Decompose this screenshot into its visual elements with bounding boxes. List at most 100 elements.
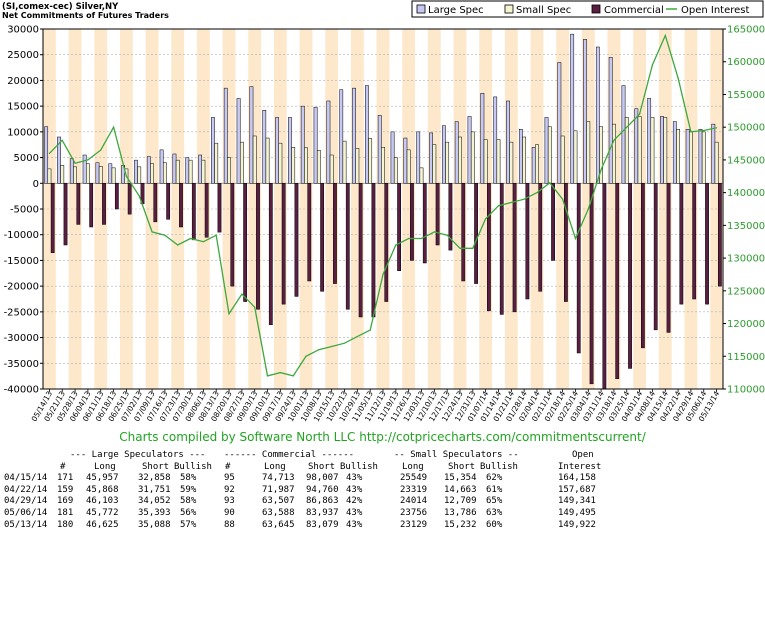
table-row: 04/22/14 159 45,868 31,751 59% 92 71,987 94,760… <box>2 485 596 497</box>
large-spec-bar <box>416 131 421 184</box>
open-interest-point <box>228 313 230 315</box>
table-cell-open-interest: 149,341 <box>558 496 596 507</box>
commercial-bar <box>89 183 94 228</box>
large-spec-bar <box>698 129 703 184</box>
commercial-bar <box>666 183 671 333</box>
small-spec-bar <box>509 141 514 184</box>
small-spec-bar <box>239 141 244 184</box>
y2-tick-label: 130000 <box>727 254 765 265</box>
open-interest-point <box>446 234 448 236</box>
table-cell-small-long: 25549 <box>400 473 428 484</box>
small-spec-bar <box>458 136 462 184</box>
large-spec-bar <box>557 62 562 184</box>
table-cell-commercial-bullish: 43% <box>346 519 363 530</box>
large-spec-bar <box>300 105 305 184</box>
legend-swatch-commercial <box>591 4 601 14</box>
table-cell-date: 05/13/14 <box>4 519 48 530</box>
small-spec-bar <box>381 147 385 184</box>
table-cell-commercial-bullish: 43% <box>346 484 363 495</box>
small-spec-bar <box>535 144 539 184</box>
commercial-bar <box>345 183 350 310</box>
large-spec-bar <box>493 96 498 184</box>
commercial-bar <box>333 183 337 284</box>
large-spec-bar <box>288 117 292 184</box>
open-interest-point <box>164 234 166 236</box>
table-cell-large-short: 31,751 <box>138 484 171 495</box>
small-spec-bar <box>612 123 616 184</box>
small-spec-bar <box>714 141 719 184</box>
legend-swatch-small-spec <box>504 4 514 14</box>
col-header-long: Long <box>94 461 116 472</box>
open-interest-series <box>48 33 718 377</box>
table-cell-commercial-long: 63,645 <box>262 519 295 530</box>
open-interest-point <box>215 234 217 236</box>
y2-tick-label: 125000 <box>727 286 765 297</box>
open-interest-point <box>523 198 525 200</box>
small-spec-bar <box>252 135 257 184</box>
commercial-bar <box>717 183 722 287</box>
table-cell-small-short: 12,709 <box>444 496 477 507</box>
table-cell-commercial-long: 74,713 <box>262 473 295 484</box>
small-spec-bar <box>201 159 206 184</box>
y-tick-label: -20000 <box>4 282 39 293</box>
large-spec-bar <box>544 117 549 184</box>
col-header-short: Short <box>142 461 170 472</box>
large-spec-bar <box>326 100 331 184</box>
background-band <box>119 29 133 389</box>
large-spec-bar <box>365 85 369 184</box>
large-spec-bar <box>198 154 202 184</box>
commercial-bar <box>320 183 325 292</box>
open-interest-point <box>677 77 679 79</box>
commercial-bar <box>102 183 106 225</box>
open-interest-point <box>703 129 705 132</box>
large-spec-bar <box>82 154 87 184</box>
table-row: 05/13/14 180 46,625 35,088 57% 88 63,645 83,079… <box>2 520 596 532</box>
small-spec-bar <box>73 166 77 184</box>
table-cell-large-bullish: 58% <box>180 496 197 507</box>
commercial-bar <box>499 183 504 315</box>
small-spec-bar <box>470 131 475 184</box>
small-spec-bar <box>406 149 411 184</box>
open-interest-point <box>151 231 153 233</box>
col-header-short: Short <box>308 461 336 472</box>
small-spec-bar <box>47 168 52 184</box>
table-cell-date: 05/06/14 <box>4 507 48 518</box>
small-spec-bar <box>304 147 308 184</box>
open-interest-point <box>177 244 179 246</box>
y2-tick-label: 140000 <box>727 188 765 199</box>
open-interest-point <box>651 64 654 66</box>
legend-label-small-spec: Small Spec <box>516 5 571 16</box>
commercial-bar <box>268 183 273 325</box>
commercial-bar <box>615 183 620 379</box>
y-tick-label: -35000 <box>4 359 39 370</box>
cot-chart: (SI,comex-cec) Silver,NY Net Commitments… <box>2 0 765 423</box>
small-spec-bar <box>227 157 231 184</box>
table-cell-commercial-long: 71,987 <box>262 484 295 495</box>
large-spec-bar <box>95 162 100 184</box>
commercial-bar <box>281 183 286 305</box>
y-tick-label: 0 <box>33 179 39 190</box>
table-cell-small-bullish: 60% <box>486 519 503 530</box>
y-tick-label: -10000 <box>4 230 39 241</box>
table-cell-small-long: 23756 <box>400 507 428 518</box>
table-cell-open-interest: 164,158 <box>558 473 596 484</box>
large-spec-bar <box>621 85 626 184</box>
small-spec-bar <box>291 147 296 184</box>
commercial-bar <box>474 183 478 284</box>
group-header-small-specs: -- Small Speculators -- <box>394 450 519 460</box>
open-interest-point <box>395 244 397 246</box>
small-spec-bar <box>175 159 180 184</box>
open-interest-point <box>74 162 76 164</box>
large-spec-bar <box>223 87 228 184</box>
open-interest-point <box>254 306 256 308</box>
cot-summary-table: --- Large Speculators --- ------ Commerc… <box>2 450 601 532</box>
open-interest-point <box>382 273 384 276</box>
large-spec-bar <box>518 129 523 184</box>
small-spec-bar <box>573 130 578 184</box>
open-interest-point <box>664 34 666 37</box>
commercial-bar <box>127 183 132 215</box>
small-spec-bar <box>432 144 437 184</box>
commercial-bar <box>76 183 81 225</box>
commercial-bar <box>525 183 530 300</box>
table-cell-large-long: 46,103 <box>86 496 119 507</box>
